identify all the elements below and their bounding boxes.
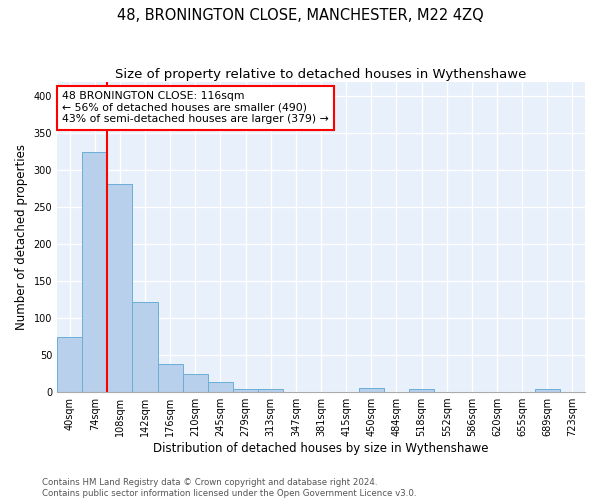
Bar bbox=[57, 336, 82, 392]
Title: Size of property relative to detached houses in Wythenshawe: Size of property relative to detached ho… bbox=[115, 68, 527, 80]
Text: Contains HM Land Registry data © Crown copyright and database right 2024.
Contai: Contains HM Land Registry data © Crown c… bbox=[42, 478, 416, 498]
X-axis label: Distribution of detached houses by size in Wythenshawe: Distribution of detached houses by size … bbox=[153, 442, 489, 455]
Bar bbox=[359, 388, 384, 392]
Y-axis label: Number of detached properties: Number of detached properties bbox=[15, 144, 28, 330]
Bar bbox=[233, 389, 258, 392]
Bar bbox=[183, 374, 208, 392]
Bar bbox=[208, 382, 233, 392]
Bar bbox=[409, 389, 434, 392]
Text: 48 BRONINGTON CLOSE: 116sqm
← 56% of detached houses are smaller (490)
43% of se: 48 BRONINGTON CLOSE: 116sqm ← 56% of det… bbox=[62, 91, 329, 124]
Bar bbox=[133, 302, 158, 392]
Bar bbox=[107, 184, 133, 392]
Bar bbox=[82, 152, 107, 392]
Text: 48, BRONINGTON CLOSE, MANCHESTER, M22 4ZQ: 48, BRONINGTON CLOSE, MANCHESTER, M22 4Z… bbox=[116, 8, 484, 22]
Bar bbox=[258, 389, 283, 392]
Bar bbox=[158, 364, 183, 392]
Bar bbox=[535, 389, 560, 392]
